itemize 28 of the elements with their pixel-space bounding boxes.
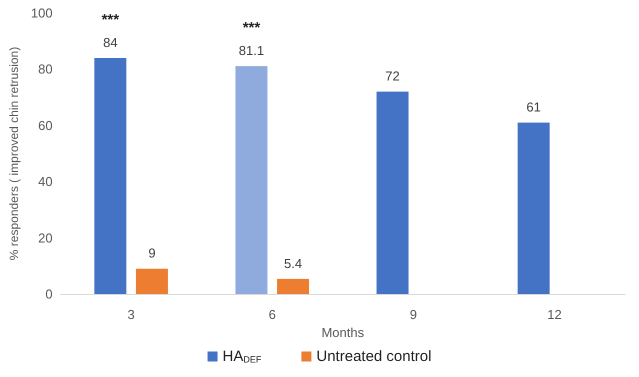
y-tick-label: 40: [38, 174, 53, 190]
legend-label: HADEF: [222, 348, 262, 365]
data-label: 81.1: [238, 43, 264, 58]
annotation: ***: [102, 11, 120, 28]
x-tick-label: 12: [547, 307, 562, 322]
bar: [136, 268, 168, 294]
y-axis-title: % responders ( improved chin retrusion): [7, 46, 21, 260]
data-label: 9: [148, 246, 156, 261]
data-label: 72: [385, 68, 400, 84]
legend-label: Untreated control: [316, 348, 432, 365]
data-label: 61: [526, 100, 541, 115]
y-tick-label: 60: [38, 118, 53, 133]
bar: [518, 122, 550, 294]
annotation: ***: [242, 20, 260, 37]
y-tick-label: 20: [38, 230, 53, 246]
y-tick-label: 0: [45, 286, 53, 302]
x-tick-label: 9: [410, 307, 417, 322]
bar: [235, 66, 268, 294]
data-label: 84: [103, 34, 118, 50]
x-axis-title: Months: [321, 324, 365, 340]
bar: [94, 58, 126, 294]
bar: [277, 278, 310, 294]
data-label: 5.4: [284, 256, 302, 271]
x-tick-label: 6: [268, 307, 276, 322]
y-tick-label: 80: [38, 62, 53, 77]
bar: [376, 92, 409, 294]
x-tick-label: 3: [128, 307, 135, 322]
y-tick-label: 100: [30, 6, 53, 20]
